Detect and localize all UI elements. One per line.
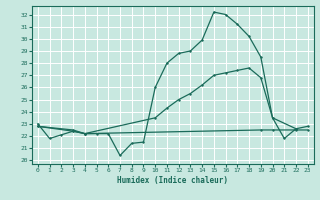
X-axis label: Humidex (Indice chaleur): Humidex (Indice chaleur) [117, 176, 228, 185]
